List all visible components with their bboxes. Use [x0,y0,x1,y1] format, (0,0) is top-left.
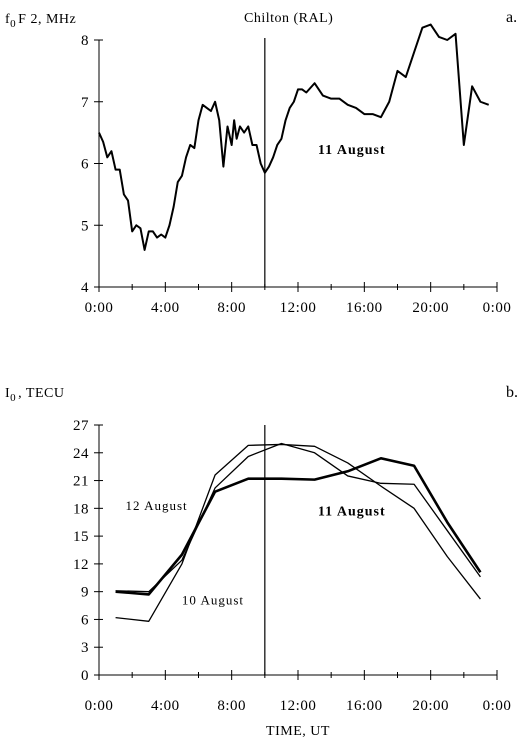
x-tick-label: 8:00 [217,698,246,714]
x-tick-label: 0:00 [85,300,114,316]
panel-b-letter: b. [506,384,518,401]
x-tick-label: 12:00 [280,300,317,316]
annotation-label: 12 August [126,498,188,513]
x-tick-label: 0:00 [483,300,512,316]
y-tick-label: 9 [81,585,89,601]
annotation-label: 11 August [318,143,386,158]
panel-a-title: Chilton (RAL) [244,11,333,26]
series-line-12-august [115,442,481,593]
y-tick-label: 4 [81,280,89,296]
y-tick-label: 5 [81,218,89,234]
panel-a-marks: 11 August [98,23,490,287]
annotation-label: 10 August [182,593,244,608]
series-line [98,23,490,251]
y-tick-label: 8 [81,33,89,49]
panel-b-ylabel: I0, TECU [5,386,64,404]
y-tick-label: 24 [73,446,89,462]
x-tick-label: 16:00 [346,698,383,714]
panel-b-tec-chart: I0, TECU b. TIME, UT 0 3 6 9 12 15 18 21 24 27 0:0… [5,384,518,739]
panel-b-axes: 0 3 6 9 12 15 18 21 24 27 0:00 4:00 8:00 12:00 16:00 20… [73,418,511,714]
y-tick-label: 21 [73,474,89,490]
series-line-10-august [115,443,481,622]
x-tick-label: 20:00 [412,300,449,316]
x-tick-label: 20:00 [412,698,449,714]
series-line-11-august [115,457,482,596]
y-tick-label: 0 [81,668,89,684]
x-tick-label: 0:00 [85,698,114,714]
x-tick-label: 0:00 [483,698,512,714]
panel-a-letter: a. [506,9,517,26]
y-tick-label: 27 [73,418,89,434]
x-tick-label: 4:00 [151,698,180,714]
panel-a-ylabel: f0 F 2, MHz [5,12,76,30]
x-tick-label: 4:00 [151,300,180,316]
y-tick-label: 18 [73,501,89,517]
y-tick-label: 3 [81,640,89,656]
annotation-label: 11 August [318,505,386,520]
y-tick-label: 7 [81,95,89,111]
y-tick-label: 6 [81,157,89,173]
panel-a-f0f2-chart: f0 F 2, MHz Chilton (RAL) a. 4 5 6 7 8 0:00 4:0… [5,9,517,316]
y-tick-label: 12 [73,557,89,573]
x-tick-label: 16:00 [346,300,383,316]
x-tick-label: 12:00 [280,698,317,714]
panel-a-axes: 4 5 6 7 8 0:00 4:00 8:00 12:00 16:00 20:00 0:00 [81,33,511,316]
y-tick-label: 6 [81,612,89,628]
panel-b-xlabel: TIME, UT [266,724,330,739]
y-tick-label: 15 [73,529,89,545]
panel-b-marks: 11 August 12 August 10 August [115,425,482,675]
x-tick-label: 8:00 [217,300,246,316]
